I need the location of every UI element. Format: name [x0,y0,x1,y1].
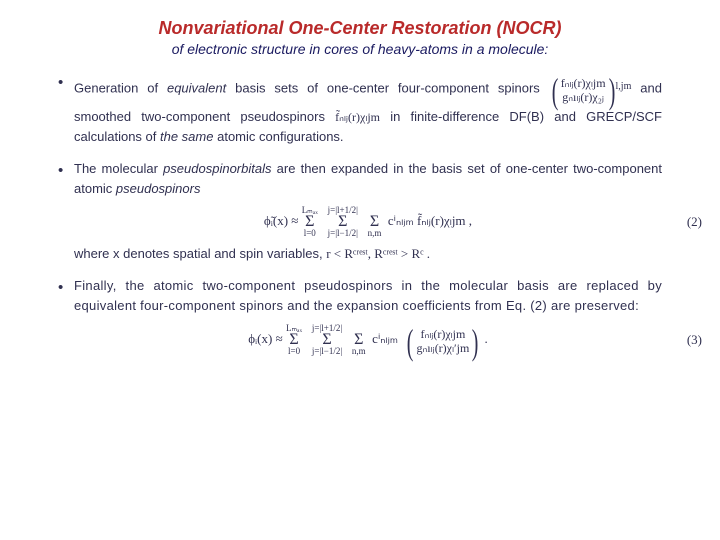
bullet-2: The molecular pseudospinorbitals are the… [58,159,662,263]
b2-text-1: The molecular [74,161,163,176]
b1-text-1: Generation of [74,80,167,95]
b1-text-2: basis sets of one-center four-component … [226,80,548,95]
b1-spinor: ( fₙₗⱼ(r)χₗjm gₙıₗⱼ(r)χ₂ⱼ ) l,jm [549,73,632,109]
eq3-sum1-bot: l=0 [286,347,302,356]
b2-text-3: where x denotes spatial and spin variabl… [74,246,326,261]
eq3-sum3: n,m [352,347,366,356]
b1-same: the same [160,129,213,144]
bullet-list: Generation of equivalent basis sets of o… [58,71,662,358]
equation-3: ϕᵢ(x) ≈ Lₘₐₓ Σ l=0 j=|l+1/2| Σ j=|l−1/2|… [74,322,662,358]
b1-spinor-bot: gₙıₗⱼ(r)χ₂ⱼ [561,91,606,105]
b1-pseudo: f̃ₙₗⱼ(r)χₗjm [335,110,380,124]
bullet-1: Generation of equivalent basis sets of o… [58,71,662,147]
sigma-icon: Σ [352,333,366,347]
equation-2: ϕ̃ᵢ(x) ≈ Lₘₐₓ Σ l=0 j=|l+1/2| Σ j=|l−1/2… [74,206,662,238]
eq2-sum1-bot: l=0 [302,229,318,238]
eq3-lhs: ϕᵢ(x) ≈ [248,331,286,346]
sigma-icon: Σ [368,215,382,229]
rparen-icon: ) [472,324,479,360]
b3-text-1: Finally, the atomic two-component pseudo… [74,278,662,313]
eq2-sum3: n,m [368,229,382,238]
eq2-number: (2) [687,211,702,231]
slide-page: Nonvariational One-Center Restoration (N… [0,0,720,378]
page-title: Nonvariational One-Center Restoration (N… [58,18,662,39]
eq2-tail: f̃ₙₗⱼ(r)χₗjm , [417,213,472,228]
sigma-icon: Σ [312,333,342,347]
b1-text-5: atomic configurations. [213,129,343,144]
lparen-icon: ( [407,324,414,360]
sigma-icon: Σ [328,215,358,229]
eq3-number: (3) [687,330,702,350]
rparen-icon: ) [608,73,615,109]
eq3-spinor-top: fₙₗⱼ(r)χₗjm [416,328,469,342]
eq3-spinor-bot: gₙıₗⱼ(r)χₗ′jm [416,342,469,356]
lparen-icon: ( [551,73,558,109]
bullet-3: Finally, the atomic two-component pseudo… [58,276,662,358]
eq2-lhs: ϕ̃ᵢ(x) ≈ [264,213,302,228]
sigma-icon: Σ [302,215,318,229]
eq3-coef: cⁱₙₗⱼₘ [372,331,398,346]
b2-pso: pseudospinorbitals [163,161,271,176]
eq2-coef: cⁱₙₗⱼₘ [388,213,414,228]
eq3-tail: . [485,331,488,346]
b2-cond: r < Rᶜʳᵉˢᵗ, Rᶜʳᵉˢᵗ > Rᶜ . [326,246,430,261]
page-subtitle: of electronic structure in cores of heav… [58,41,662,57]
eq3-sum2-bot: j=|l−1/2| [312,347,342,356]
eq2-sum2-bot: j=|l−1/2| [328,229,358,238]
b2-ps: pseudospinors [116,181,201,196]
sigma-icon: Σ [286,333,302,347]
b1-spinor-sub: l,jm [616,79,632,95]
b1-spinor-top: fₙₗⱼ(r)χₗjm [561,77,606,91]
b1-equivalent: equivalent [167,80,226,95]
